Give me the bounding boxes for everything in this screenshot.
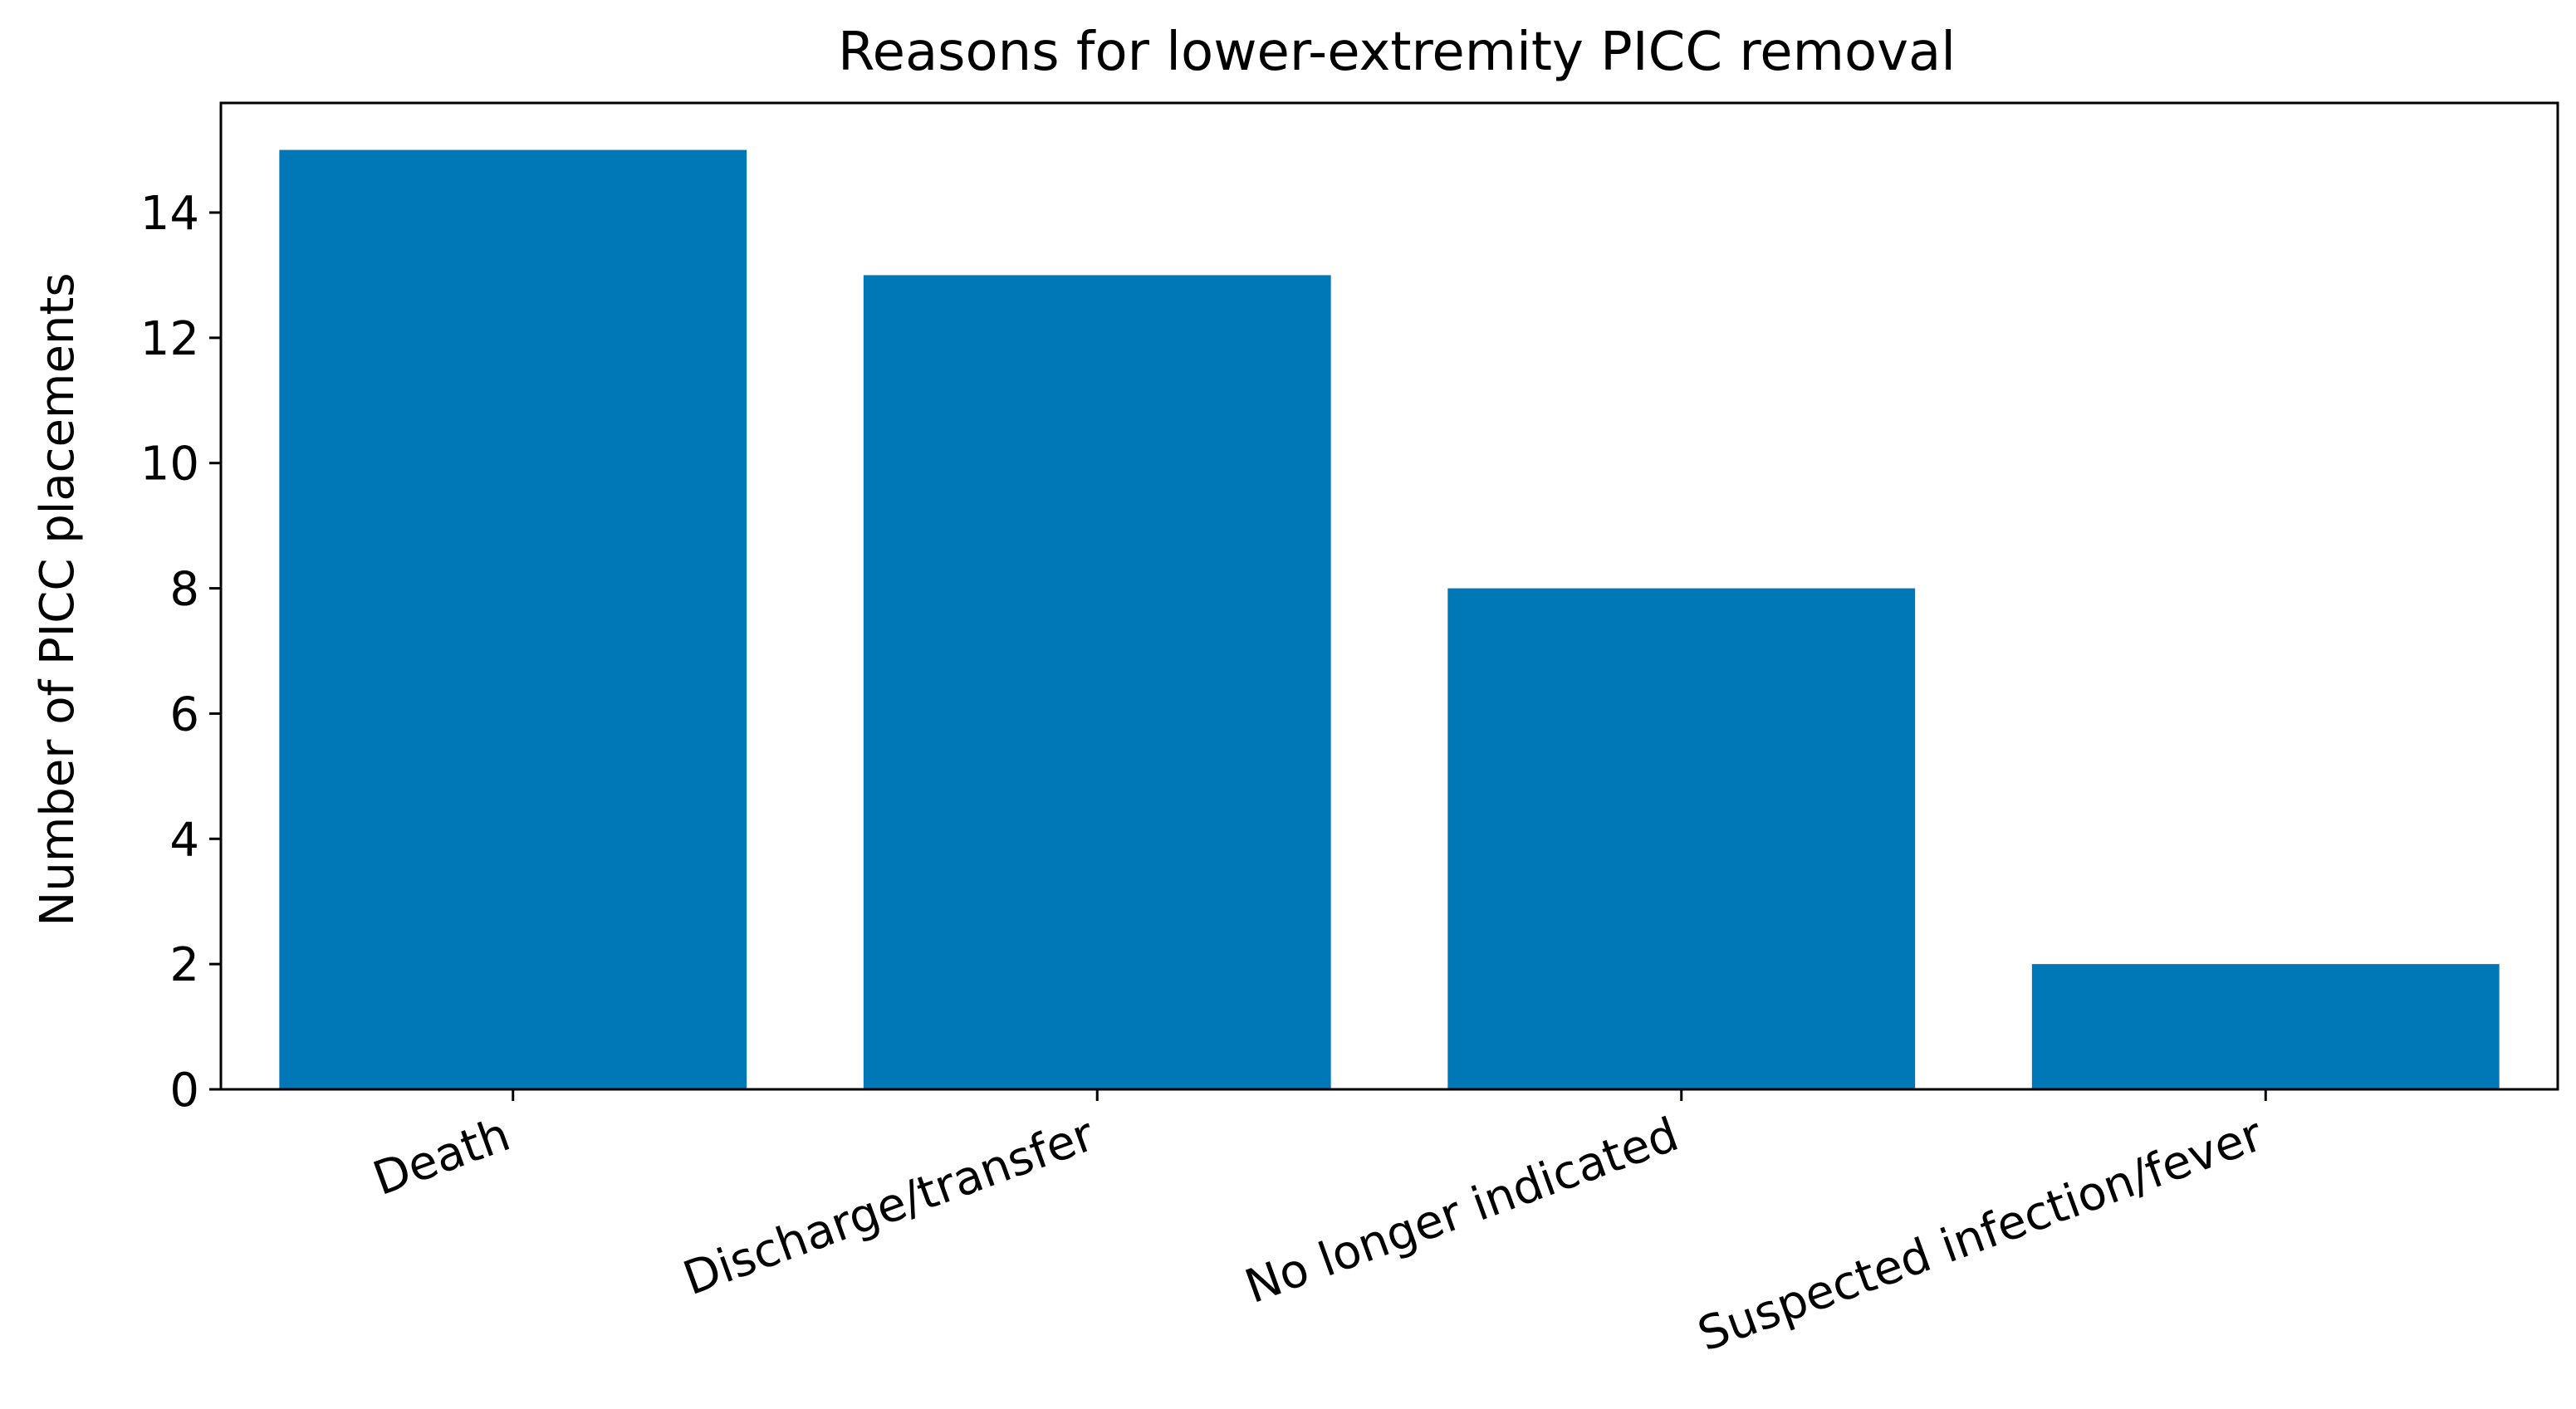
y-tick-label: 12 — [140, 312, 199, 366]
bars-layer — [279, 149, 2500, 1090]
chart-title: Reasons for lower-extremity PICC removal — [838, 22, 1956, 83]
y-axis-label: Number of PICC placements — [31, 272, 85, 926]
y-tick-label: 8 — [169, 563, 199, 617]
x-tick-label: Suspected infection/fever — [1691, 1108, 2270, 1363]
y-tick-label: 10 — [140, 438, 199, 492]
bar-death — [279, 149, 747, 1090]
x-tick-label: Discharge/transfer — [677, 1108, 1102, 1306]
x-tick-label: No longer indicated — [1238, 1108, 1685, 1314]
x-tick-label: Death — [366, 1108, 517, 1206]
y-tick-label: 14 — [140, 187, 199, 241]
bar-no-longer-indicated — [1447, 588, 1916, 1089]
bar-suspected-infection-fever — [2031, 964, 2500, 1089]
plot-frame — [219, 101, 2559, 1091]
x-axis-ticks: Death Discharge/transfer No longer indicat… — [366, 1089, 2270, 1363]
y-axis-ticks: 0 2 4 6 8 10 12 14 — [140, 187, 221, 1118]
y-tick-label: 4 — [169, 813, 199, 867]
y-tick-label: 6 — [169, 687, 199, 741]
y-tick-label: 0 — [169, 1064, 199, 1118]
y-tick-label: 2 — [169, 938, 199, 992]
bar-discharge-transfer — [863, 275, 1331, 1089]
